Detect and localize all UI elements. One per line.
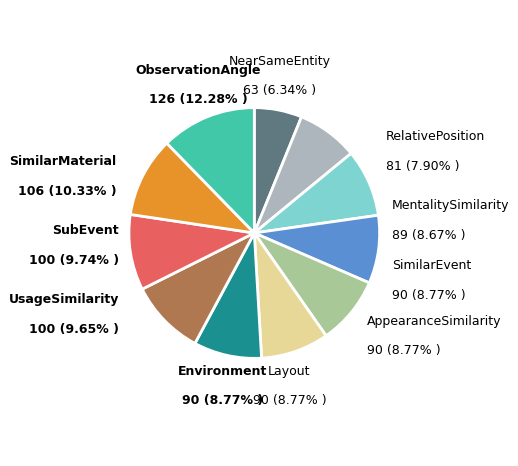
Text: MentalitySimilarity: MentalitySimilarity xyxy=(392,199,510,212)
Text: UsageSimilarity: UsageSimilarity xyxy=(8,293,119,306)
Text: 90 (8.77% ): 90 (8.77% ) xyxy=(253,394,326,407)
Wedge shape xyxy=(254,153,378,233)
Text: 90 (8.77% ): 90 (8.77% ) xyxy=(182,394,264,407)
Text: AppearanceSimilarity: AppearanceSimilarity xyxy=(367,315,501,328)
Wedge shape xyxy=(131,143,254,233)
Text: 63 (6.34% ): 63 (6.34% ) xyxy=(243,84,316,97)
Text: 106 (10.33% ): 106 (10.33% ) xyxy=(18,185,117,198)
Text: SubEvent: SubEvent xyxy=(52,225,119,237)
Wedge shape xyxy=(167,108,254,233)
Text: SimilarMaterial: SimilarMaterial xyxy=(9,156,117,168)
Wedge shape xyxy=(254,233,369,336)
Text: 100 (9.65% ): 100 (9.65% ) xyxy=(29,322,119,336)
Wedge shape xyxy=(254,233,326,358)
Text: RelativePosition: RelativePosition xyxy=(386,130,485,144)
Wedge shape xyxy=(129,214,254,289)
Text: ObservationAngle: ObservationAngle xyxy=(135,64,261,77)
Wedge shape xyxy=(254,215,380,283)
Text: Layout: Layout xyxy=(268,365,311,378)
Wedge shape xyxy=(254,117,351,233)
Text: 126 (12.28% ): 126 (12.28% ) xyxy=(149,93,247,106)
Text: NearSameEntity: NearSameEntity xyxy=(228,55,330,68)
Wedge shape xyxy=(254,108,301,233)
Text: 81 (7.90% ): 81 (7.90% ) xyxy=(386,160,459,173)
Text: 90 (8.77% ): 90 (8.77% ) xyxy=(367,344,441,357)
Wedge shape xyxy=(195,233,262,358)
Text: SimilarEvent: SimilarEvent xyxy=(392,260,471,273)
Text: 89 (8.67% ): 89 (8.67% ) xyxy=(392,229,466,241)
Wedge shape xyxy=(142,233,254,343)
Text: Environment: Environment xyxy=(178,365,268,378)
Text: 100 (9.74% ): 100 (9.74% ) xyxy=(29,254,119,267)
Text: 90 (8.77% ): 90 (8.77% ) xyxy=(392,289,466,302)
